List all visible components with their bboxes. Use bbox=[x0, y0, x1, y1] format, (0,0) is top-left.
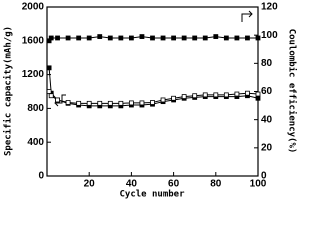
data-point bbox=[150, 35, 155, 41]
data-point bbox=[97, 34, 103, 39]
x-tick-label: 80 bbox=[210, 179, 222, 190]
y2-tick-label: 80 bbox=[261, 58, 273, 69]
data-point bbox=[202, 92, 208, 98]
chart: Specific capacity(mAh/g) Coulombic effic… bbox=[3, 2, 298, 200]
data-point bbox=[46, 89, 52, 94]
data-point bbox=[65, 35, 71, 41]
y2-tick-label: 120 bbox=[261, 2, 278, 13]
data-point bbox=[107, 100, 113, 106]
data-point bbox=[107, 35, 113, 41]
data-point bbox=[65, 100, 71, 105]
data-point bbox=[76, 35, 82, 41]
y2-tick-label: 40 bbox=[261, 114, 273, 125]
data-point bbox=[48, 93, 54, 99]
x-tick-label: 60 bbox=[168, 179, 180, 190]
data-point bbox=[55, 35, 60, 41]
data-point bbox=[223, 92, 229, 98]
data-point bbox=[160, 35, 166, 41]
data-point bbox=[86, 35, 92, 41]
data-point bbox=[86, 100, 92, 106]
y-tick-label: 800 bbox=[27, 103, 44, 114]
series-line bbox=[48, 67, 259, 107]
data-point bbox=[255, 95, 261, 101]
series-line bbox=[48, 36, 258, 42]
y-tick-label: 2000 bbox=[22, 2, 45, 13]
data-point bbox=[76, 100, 82, 106]
data-point bbox=[139, 34, 145, 39]
data-point bbox=[223, 35, 229, 41]
data-point bbox=[245, 35, 250, 41]
data-point bbox=[139, 100, 145, 106]
data-point bbox=[171, 95, 177, 101]
data-point bbox=[245, 90, 250, 96]
data-point bbox=[234, 91, 240, 97]
data-point bbox=[128, 100, 134, 106]
data-point bbox=[160, 97, 166, 103]
y2-tick-label: 0 bbox=[261, 171, 267, 182]
right-axis-arrow bbox=[241, 10, 253, 22]
y-tick-label: 400 bbox=[27, 137, 44, 148]
data-point bbox=[97, 100, 103, 106]
data-point bbox=[171, 35, 177, 41]
data-point bbox=[234, 35, 240, 41]
data-point bbox=[128, 35, 134, 41]
x-tick-label: 40 bbox=[126, 179, 138, 190]
y2-axis-label: Coulombic efficiency(%) bbox=[287, 29, 298, 154]
y2-tick-label: 60 bbox=[261, 86, 273, 97]
data-point bbox=[202, 35, 208, 41]
data-point bbox=[192, 35, 198, 41]
series-line bbox=[48, 91, 259, 104]
data-point bbox=[181, 94, 187, 99]
plot-frame bbox=[46, 6, 259, 177]
y-tick-label: 1600 bbox=[22, 35, 45, 46]
y2-tick-label: 20 bbox=[261, 142, 273, 153]
data-point bbox=[255, 35, 261, 41]
y2-tick-label: 100 bbox=[261, 30, 278, 41]
y-tick-label: 1200 bbox=[22, 69, 45, 80]
data-point bbox=[48, 35, 54, 41]
x-tick-label: 20 bbox=[84, 179, 96, 190]
x-tick-label: 100 bbox=[250, 179, 267, 190]
data-point bbox=[150, 100, 155, 105]
data-point bbox=[255, 91, 261, 97]
data-point bbox=[46, 65, 52, 71]
data-point bbox=[55, 97, 60, 103]
x-axis-label: Cycle number bbox=[119, 190, 185, 200]
y-tick-label: 0 bbox=[38, 171, 44, 182]
y-axis-label: Specific capacity(mAh/g) bbox=[3, 26, 14, 156]
data-point bbox=[118, 35, 124, 41]
data-point bbox=[213, 34, 219, 39]
data-point bbox=[118, 100, 124, 106]
data-point bbox=[192, 93, 198, 99]
data-point bbox=[213, 92, 219, 98]
data-point bbox=[181, 35, 187, 41]
